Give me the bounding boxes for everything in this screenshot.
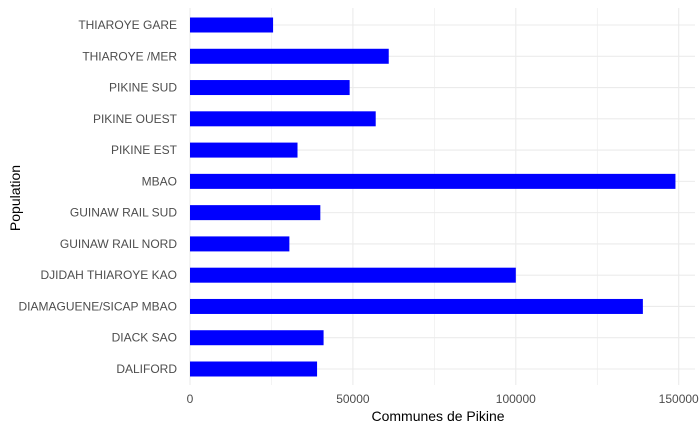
bar xyxy=(190,80,350,96)
y-tick-label: THIAROYE GARE xyxy=(78,18,177,32)
x-tick-label: 150000 xyxy=(659,392,699,406)
y-tick-label: THIAROYE /MER xyxy=(82,49,177,63)
bar xyxy=(190,298,643,314)
bar xyxy=(190,17,274,33)
y-tick-label: GUINAW RAIL SUD xyxy=(70,206,177,220)
y-tick-label: DIACK SAO xyxy=(112,331,177,345)
y-tick-label: PIKINE SUD xyxy=(109,81,177,95)
bar xyxy=(190,330,324,346)
bar xyxy=(190,173,676,189)
bar xyxy=(190,267,516,283)
y-tick-label: MBAO xyxy=(142,174,177,188)
y-tick-label: DJIDAH THIAROYE KAO xyxy=(41,268,177,282)
bar xyxy=(190,236,290,252)
x-axis-title: Communes de Pikine xyxy=(371,408,504,424)
bar xyxy=(190,361,318,377)
x-tick-label: 50000 xyxy=(336,392,370,406)
y-tick-label: PIKINE EST xyxy=(111,143,178,157)
bar xyxy=(190,111,376,127)
y-tick-label: GUINAW RAIL NORD xyxy=(60,237,177,251)
y-tick-label: DALIFORD xyxy=(116,362,177,376)
y-tick-label: PIKINE OUEST xyxy=(93,112,178,126)
bars xyxy=(190,17,676,377)
grid xyxy=(189,8,695,385)
x-tick-label: 0 xyxy=(187,392,194,406)
y-tick-labels: DALIFORD DIACK SAO DIAMAGUENE/SICAP MBAO DJ… xyxy=(19,18,178,376)
y-axis-title: Population xyxy=(7,165,23,231)
bar xyxy=(190,142,298,158)
x-tick-label: 100000 xyxy=(496,392,536,406)
y-tick-label: DIAMAGUENE/SICAP MBAO xyxy=(19,299,177,313)
bar xyxy=(190,205,321,221)
bar xyxy=(190,48,389,64)
x-tick-labels: 0 50000 100000 150000 xyxy=(187,392,699,406)
